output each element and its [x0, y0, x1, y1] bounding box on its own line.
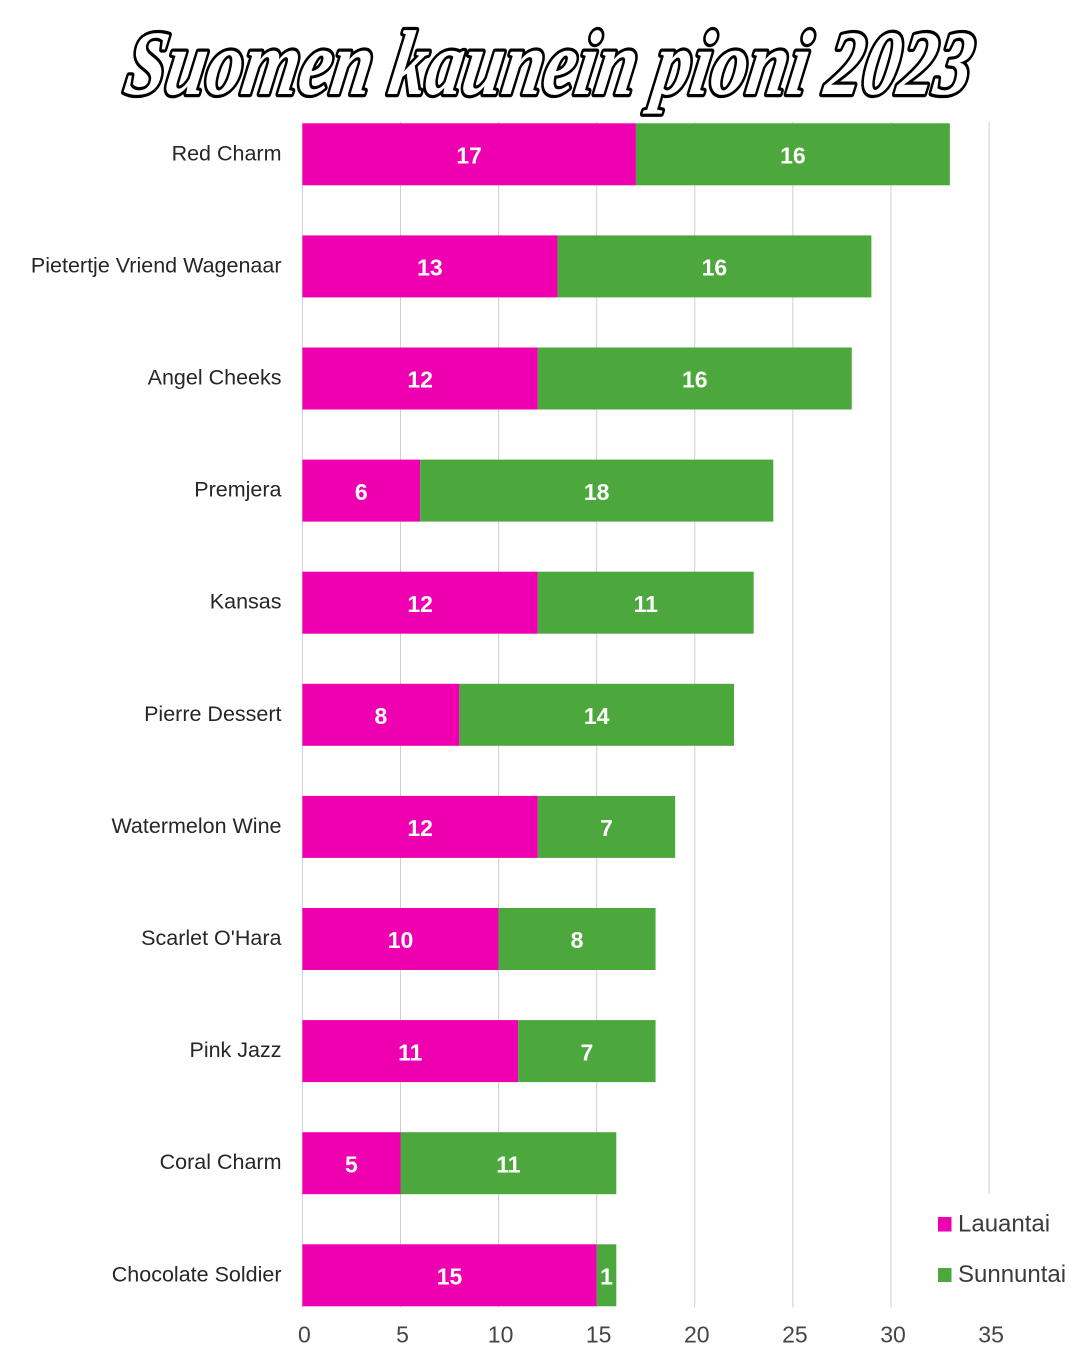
svg-text:Pietertje Vriend Wagenaar: Pietertje Vriend Wagenaar: [31, 253, 282, 277]
svg-text:12: 12: [407, 815, 433, 841]
svg-text:7: 7: [580, 1039, 593, 1065]
svg-text:0: 0: [298, 1322, 311, 1348]
svg-text:25: 25: [782, 1322, 808, 1348]
svg-text:Scarlet O'Hara: Scarlet O'Hara: [141, 926, 281, 950]
svg-text:8: 8: [571, 927, 584, 953]
svg-text:35: 35: [978, 1322, 1004, 1348]
svg-text:17: 17: [456, 143, 482, 169]
svg-text:13: 13: [417, 255, 443, 281]
svg-text:Pink Jazz: Pink Jazz: [189, 1038, 281, 1062]
svg-text:14: 14: [584, 703, 610, 729]
svg-text:16: 16: [780, 143, 806, 169]
svg-text:Chocolate Soldier: Chocolate Soldier: [112, 1262, 282, 1286]
svg-text:Suomen kaunein pioni 2023: Suomen kaunein pioni 2023: [118, 13, 981, 115]
svg-text:16: 16: [682, 367, 708, 393]
svg-text:11: 11: [496, 1151, 521, 1177]
svg-text:5: 5: [345, 1151, 358, 1177]
svg-text:Watermelon Wine: Watermelon Wine: [111, 814, 281, 838]
svg-text:15: 15: [437, 1264, 463, 1290]
svg-text:12: 12: [407, 591, 433, 617]
svg-text:5: 5: [396, 1322, 409, 1348]
svg-text:12: 12: [407, 367, 433, 393]
svg-text:11: 11: [398, 1039, 423, 1065]
svg-text:Coral Charm: Coral Charm: [160, 1150, 282, 1174]
svg-text:10: 10: [488, 1322, 514, 1348]
svg-text:10: 10: [388, 927, 414, 953]
svg-text:8: 8: [374, 703, 387, 729]
svg-text:20: 20: [684, 1322, 710, 1348]
svg-text:15: 15: [586, 1322, 612, 1348]
svg-text:16: 16: [702, 255, 728, 281]
svg-text:Kansas: Kansas: [210, 590, 282, 614]
svg-text:Pierre Dessert: Pierre Dessert: [144, 702, 281, 726]
svg-text:Sunnuntai: Sunnuntai: [958, 1261, 1066, 1288]
svg-text:6: 6: [355, 479, 368, 505]
svg-text:7: 7: [600, 815, 613, 841]
svg-text:Angel Cheeks: Angel Cheeks: [148, 366, 282, 390]
svg-text:Premjera: Premjera: [194, 478, 281, 502]
svg-text:11: 11: [634, 591, 659, 617]
svg-text:Lauantai: Lauantai: [958, 1211, 1050, 1238]
svg-text:1: 1: [600, 1264, 613, 1290]
svg-text:Red Charm: Red Charm: [172, 141, 282, 165]
svg-text:30: 30: [880, 1322, 906, 1348]
svg-text:18: 18: [584, 479, 610, 505]
